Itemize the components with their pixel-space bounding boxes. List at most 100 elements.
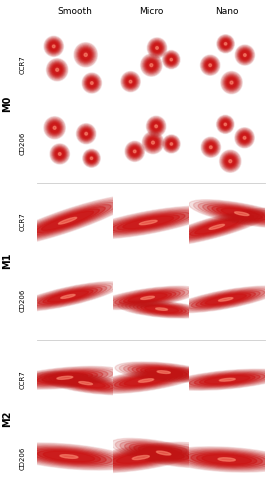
Ellipse shape [53,376,118,390]
Ellipse shape [82,73,102,93]
Ellipse shape [167,139,176,149]
Ellipse shape [225,156,235,166]
Ellipse shape [84,150,99,166]
Ellipse shape [202,138,220,156]
Ellipse shape [24,204,111,237]
Ellipse shape [207,144,215,151]
Ellipse shape [32,449,106,464]
Ellipse shape [15,282,120,311]
Ellipse shape [156,308,168,310]
Ellipse shape [38,450,100,463]
Ellipse shape [182,288,266,310]
Ellipse shape [12,200,123,241]
Ellipse shape [114,373,178,388]
Ellipse shape [76,45,95,65]
Ellipse shape [6,198,129,244]
Ellipse shape [149,138,157,147]
Ellipse shape [168,140,175,147]
Ellipse shape [224,74,239,91]
Ellipse shape [203,58,217,72]
Ellipse shape [83,149,100,168]
Ellipse shape [45,118,64,138]
Text: CCR7: CCR7 [20,212,26,231]
Ellipse shape [223,74,240,92]
Ellipse shape [136,366,191,378]
Ellipse shape [111,450,171,464]
Ellipse shape [6,366,123,389]
Ellipse shape [148,118,164,134]
Ellipse shape [17,368,113,387]
Ellipse shape [110,372,182,389]
Ellipse shape [66,378,105,388]
Ellipse shape [143,57,159,74]
Ellipse shape [59,152,61,156]
Ellipse shape [43,290,93,304]
Ellipse shape [177,288,266,312]
Ellipse shape [125,141,144,162]
Ellipse shape [145,368,182,376]
Ellipse shape [127,144,142,159]
Ellipse shape [85,152,98,165]
Ellipse shape [166,54,176,65]
Ellipse shape [226,157,234,166]
Ellipse shape [78,47,93,62]
Ellipse shape [151,42,163,54]
Ellipse shape [219,378,235,381]
Ellipse shape [148,38,166,57]
Ellipse shape [224,123,227,126]
Ellipse shape [132,456,149,460]
Ellipse shape [115,440,212,466]
Ellipse shape [202,57,218,74]
Ellipse shape [83,74,101,92]
Ellipse shape [218,36,233,52]
Ellipse shape [167,140,176,148]
Ellipse shape [38,288,98,304]
Ellipse shape [195,220,239,234]
Ellipse shape [124,292,172,304]
Ellipse shape [86,78,97,89]
Ellipse shape [52,45,55,48]
Ellipse shape [165,53,178,66]
Ellipse shape [120,441,207,465]
Ellipse shape [142,132,164,154]
Ellipse shape [48,291,88,302]
Ellipse shape [145,134,161,151]
Ellipse shape [32,372,98,384]
Text: CCR7: CCR7 [20,55,26,74]
Ellipse shape [143,56,160,74]
Ellipse shape [221,40,230,48]
Ellipse shape [238,131,251,144]
Ellipse shape [56,68,59,71]
Ellipse shape [226,76,238,89]
Ellipse shape [46,38,62,54]
Ellipse shape [53,148,66,160]
Ellipse shape [127,78,134,86]
Ellipse shape [89,208,208,238]
Ellipse shape [235,212,249,216]
Ellipse shape [144,58,158,72]
Ellipse shape [94,209,202,236]
Ellipse shape [174,370,266,390]
Ellipse shape [52,146,68,162]
Ellipse shape [43,452,95,462]
Ellipse shape [147,61,156,70]
Ellipse shape [227,78,236,87]
Text: Smooth: Smooth [58,6,93,16]
Ellipse shape [200,55,220,76]
Ellipse shape [49,122,61,134]
Ellipse shape [226,78,237,88]
Ellipse shape [119,374,173,386]
Ellipse shape [100,210,197,234]
Ellipse shape [163,447,266,472]
Ellipse shape [221,208,262,219]
Ellipse shape [20,446,118,466]
Ellipse shape [55,149,64,159]
Ellipse shape [225,42,227,45]
Ellipse shape [79,126,93,141]
Ellipse shape [218,36,234,52]
Ellipse shape [220,118,231,130]
Text: 25 μm: 25 μm [236,479,259,485]
Ellipse shape [235,128,254,148]
Ellipse shape [146,136,160,150]
Text: Micro: Micro [139,6,163,16]
